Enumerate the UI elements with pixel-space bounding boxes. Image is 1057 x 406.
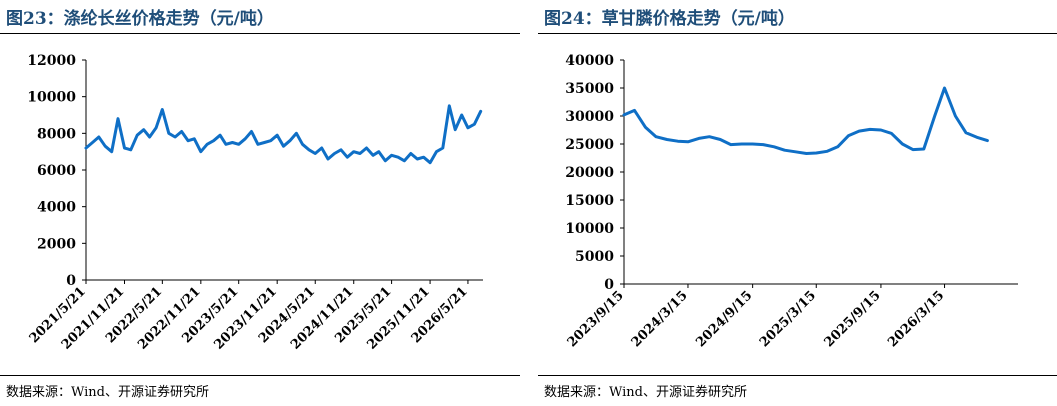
title-divider bbox=[0, 33, 520, 34]
x-tick-label: 2025/3/15 bbox=[757, 288, 819, 350]
source-divider bbox=[0, 375, 520, 376]
x-tick-label: 2025/9/15 bbox=[822, 288, 884, 350]
x-tick-label: 2024/3/15 bbox=[629, 288, 691, 350]
y-tick-label: 6000 bbox=[37, 163, 76, 179]
y-tick-label: 12000 bbox=[27, 53, 76, 69]
y-tick-label: 0 bbox=[66, 273, 76, 289]
title-divider bbox=[538, 33, 1057, 34]
glyphosate-price-chart: 0 5000 10000 15000 20000 25000 30000 35000 40000… bbox=[565, 53, 1018, 350]
data-source-note: 数据来源：Wind、开源证券研究所 bbox=[6, 385, 209, 400]
figure-title: 图23：涤纶长丝价格走势（元/吨） bbox=[6, 9, 274, 29]
data-source-note: 数据来源：Wind、开源证券研究所 bbox=[544, 385, 747, 400]
figure-title: 图24：草甘膦价格走势（元/吨） bbox=[544, 9, 795, 29]
y-tick-label: 35000 bbox=[565, 81, 614, 97]
y-tick-label: 10000 bbox=[27, 90, 76, 106]
y-tick-label: 2000 bbox=[37, 236, 76, 252]
price-series-line bbox=[622, 86, 989, 155]
y-tick-label: 25000 bbox=[565, 137, 614, 153]
chart-panel-polyester: 图23：涤纶长丝价格走势（元/吨） 0 2000 4000 6000 8000 10000… bbox=[0, 0, 520, 406]
price-series-line bbox=[84, 104, 483, 165]
y-tick-label: 30000 bbox=[565, 109, 614, 125]
y-tick-label: 8000 bbox=[37, 126, 76, 142]
y-tick-label: 15000 bbox=[565, 193, 614, 209]
x-tick-label: 2023/9/15 bbox=[565, 288, 627, 350]
y-tick-label: 40000 bbox=[565, 53, 614, 69]
y-tick-label: 10000 bbox=[565, 221, 614, 237]
source-divider bbox=[538, 375, 1057, 376]
y-tick-label: 20000 bbox=[565, 165, 614, 181]
y-tick-label: 0 bbox=[604, 277, 614, 293]
polyester-price-chart: 0200040006000800010000120002021/5/212021… bbox=[27, 53, 483, 353]
y-tick-label: 5000 bbox=[575, 249, 614, 265]
x-tick-label: 2026/3/15 bbox=[885, 288, 947, 350]
chart-panel-glyphosate: 图24：草甘膦价格走势（元/吨） 0 5000 10000 15000 20000 250… bbox=[538, 0, 1057, 406]
y-tick-label: 4000 bbox=[37, 200, 76, 216]
x-tick-label: 2024/9/15 bbox=[693, 288, 755, 350]
